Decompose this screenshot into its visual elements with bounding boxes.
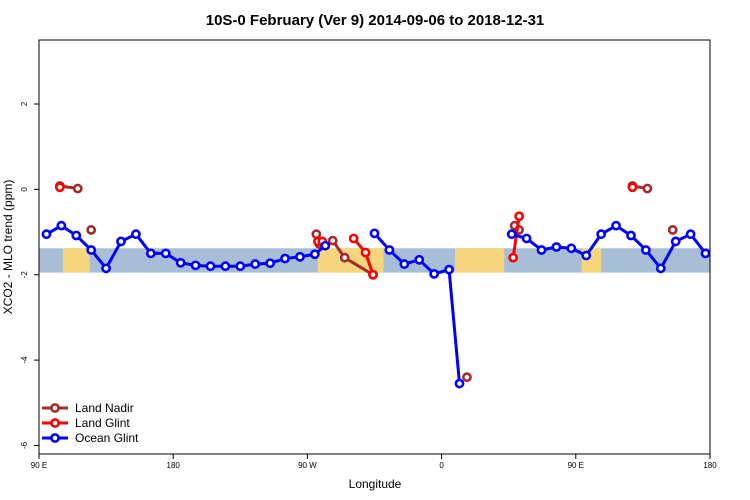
ocean-glint-point [399, 259, 410, 269]
ocean-glint-point [320, 240, 331, 251]
ocean-glint-point [309, 249, 320, 260]
legend-marker-land-nadir [50, 403, 60, 413]
ocean-glint-point [506, 229, 517, 240]
ocean-glint-point [160, 248, 171, 259]
y-tick-label: 2 [20, 101, 29, 106]
ocean-glint-point [295, 251, 305, 262]
ocean-glint-point [205, 261, 216, 272]
ocean-glint-point [369, 228, 380, 239]
ocean-glint-point [175, 257, 186, 268]
legend-marker-ocean-glint [50, 433, 60, 443]
ocean-glint-point [71, 230, 82, 241]
land-patch [455, 248, 505, 273]
x-tick-label: 90 E [31, 461, 47, 470]
ocean-glint-point [429, 268, 440, 279]
x-axis-label: Longitude [349, 477, 402, 491]
ocean-glint-point [685, 229, 696, 240]
land-nadir-point [327, 235, 338, 246]
y-tick-label: 0 [20, 187, 29, 192]
ocean-glint-point [414, 254, 425, 265]
x-tick-label: 90 W [298, 461, 317, 470]
x-tick-label: 180 [167, 461, 181, 470]
ocean-glint-point [611, 220, 621, 231]
land-nadir-point [86, 225, 97, 235]
legend-label-land-glint: Land Glint [75, 416, 130, 430]
land-glint-point [368, 269, 378, 280]
land-nadir-point [72, 183, 83, 194]
x-tick-label: 90 E [568, 461, 584, 470]
ocean-glint-point [640, 245, 651, 255]
land-glint-point [627, 182, 638, 193]
ocean-glint-point [250, 259, 261, 269]
land-glint-point [514, 211, 525, 222]
ocean-glint-point [265, 258, 276, 269]
ocean-glint-point [536, 245, 547, 255]
land-glint-point [360, 247, 371, 258]
ocean-glint-point [581, 250, 592, 261]
ocean-glint-point [700, 248, 710, 259]
y-tick-label: -6 [20, 441, 29, 449]
land-nadir-point [667, 225, 678, 235]
land-nadir-point [642, 183, 653, 194]
legend-marker-land-glint [50, 418, 60, 428]
y-tick-label: -4 [20, 356, 29, 364]
ocean-glint-point [131, 229, 141, 240]
ocean-glint-point [521, 233, 532, 244]
x-tick-label: 180 [703, 461, 717, 470]
ocean-glint-point [41, 229, 52, 240]
ocean-glint-point [454, 378, 465, 389]
ocean-glint-point [235, 261, 246, 272]
legend-label-ocean-glint: Ocean Glint [75, 431, 139, 445]
ocean-glint-point [101, 263, 111, 274]
land-nadir-point [462, 372, 472, 383]
ocean-glint-point [384, 245, 395, 255]
ocean-glint-point [566, 243, 577, 254]
chart-title: 10S-0 February (Ver 9) 2014-09-06 to 201… [206, 12, 545, 29]
ocean-glint-point [444, 264, 454, 275]
ocean-glint-point [280, 253, 290, 264]
x-tick-label: 0 [439, 461, 444, 470]
y-axis-label: XCO2 - MLO trend (ppm) [1, 180, 15, 315]
y-tick-label: -2 [20, 271, 29, 279]
ocean-glint-point [655, 263, 666, 274]
ocean-glint-point [116, 236, 126, 247]
land-glint-point [54, 182, 65, 193]
land-patch [62, 248, 90, 273]
ocean-glint-point [145, 248, 156, 259]
ocean-glint-point [551, 242, 562, 252]
ocean-glint-series [41, 220, 710, 389]
ocean-glint-point [86, 245, 97, 255]
ocean-glint-point [596, 229, 607, 240]
land-nadir-point [339, 252, 350, 263]
ocean-glint-point [190, 260, 201, 271]
ocean-glint-point [670, 236, 681, 247]
legend-label-land-nadir: Land Nadir [75, 401, 134, 415]
ocean-glint-point [56, 220, 67, 231]
ocean-glint-point [626, 230, 636, 241]
land-glint-point [508, 252, 519, 263]
ocean-glint-point [220, 261, 231, 272]
land-glint-point [348, 233, 359, 244]
plot-frame [38, 39, 711, 455]
